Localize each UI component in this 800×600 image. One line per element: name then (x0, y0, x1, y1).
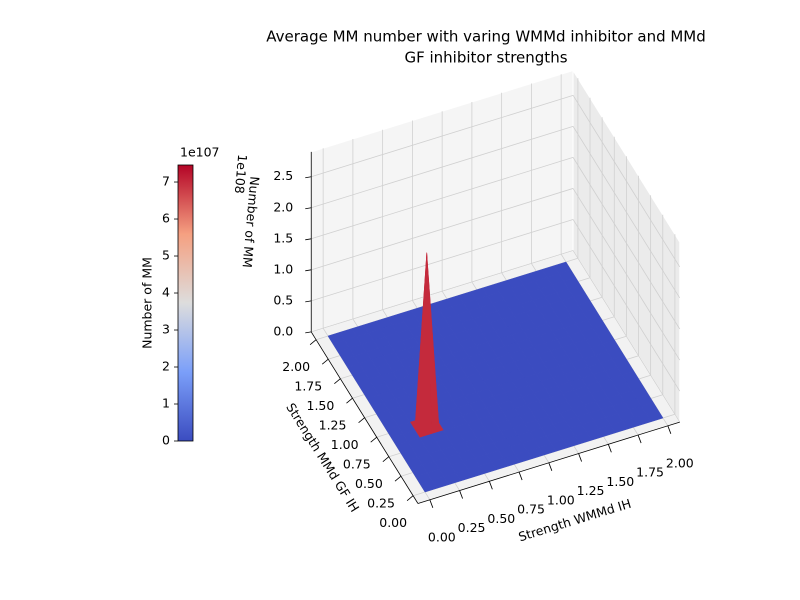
grid-line (572, 188, 681, 361)
x-tick-label: 0.00 (428, 529, 456, 544)
x-tick (488, 481, 493, 490)
z-tick (305, 331, 312, 334)
x-tick-label: 0.25 (458, 520, 486, 535)
y-tick (406, 495, 414, 502)
y-tick-label: 1.75 (294, 379, 322, 394)
x-tick (607, 444, 612, 453)
z-offset: 1e108 (232, 154, 250, 195)
x-tick-label: 1.75 (636, 465, 664, 480)
x-tick (578, 453, 582, 462)
x-tick-label: 0.50 (487, 511, 515, 526)
y-tick-label: 1.00 (331, 437, 359, 452)
x-tick-label: 1.50 (606, 474, 634, 489)
x-tick (637, 434, 642, 444)
z-tick-label: 2.5 (273, 168, 293, 183)
colorbar-tick-label: 0 (162, 433, 170, 448)
colorbar-label: Number of MM (140, 257, 155, 349)
y-tick-label: 1.25 (319, 418, 347, 433)
colorbar-tick-label: 6 (162, 211, 170, 226)
grid-line (311, 250, 574, 333)
z-tick (305, 238, 312, 241)
z-tick-label: 1.5 (273, 230, 293, 245)
z-tick (305, 269, 312, 272)
colorbar-tick-label: 3 (162, 322, 170, 337)
z-tick-label: 2.0 (273, 199, 293, 214)
axis-line (310, 331, 419, 504)
y-tick-label: 0.25 (367, 496, 395, 511)
chart-title: GF inhibitor strengths (404, 49, 567, 67)
grid-line (572, 157, 681, 330)
x-tick (548, 462, 553, 471)
grid-line (572, 126, 681, 299)
y-tick (334, 378, 341, 385)
grid-line (572, 219, 681, 392)
y-tick-label: 0.00 (379, 515, 407, 530)
x-tick-label: 1.00 (547, 492, 575, 507)
y-tick (370, 436, 377, 443)
y-tick (358, 417, 365, 424)
axis-line (417, 421, 680, 504)
y-tick (394, 475, 402, 482)
z-tick-label: 0.0 (273, 323, 293, 338)
x-tick (518, 471, 523, 481)
chart-title: Average MM number with varing WMMd inhib… (266, 28, 706, 46)
grid-line (311, 157, 574, 240)
y-tick (382, 456, 390, 463)
x-tick (429, 499, 434, 508)
y-tick-label: 0.50 (355, 476, 383, 491)
colorbar-tick-label: 7 (162, 174, 170, 189)
y-tick (321, 358, 329, 365)
x-tick-label: 2.00 (666, 455, 694, 470)
y-tick (346, 397, 353, 404)
colorbar (177, 164, 194, 442)
y-tick-label: 0.75 (343, 457, 371, 472)
colorbar-tick-label: 5 (162, 248, 170, 263)
grid-line (572, 250, 681, 423)
colorbar-tick-label: 4 (162, 285, 170, 300)
surface-face (419, 480, 438, 493)
x-tick (459, 490, 463, 499)
grid-line (311, 125, 574, 209)
z-tick (305, 207, 312, 210)
x-tick-label: 1.25 (577, 483, 605, 498)
y-tick-label: 2.00 (282, 359, 310, 374)
grid-line (311, 94, 574, 178)
z-tick (305, 300, 312, 303)
colorbar-offset: 1e107 (180, 145, 220, 160)
grid-line (311, 219, 574, 302)
x-tick (667, 425, 672, 434)
y-tick-label: 1.50 (307, 398, 335, 413)
y-tick (309, 339, 317, 346)
z-tick-label: 1.0 (273, 261, 293, 276)
x-tick-label: 0.75 (517, 502, 545, 517)
z-tick (305, 176, 312, 179)
grid-line (572, 95, 681, 268)
grid-line (311, 188, 574, 271)
colorbar-tick-label: 1 (162, 396, 170, 411)
colorbar-tick-label: 2 (162, 359, 170, 374)
z-tick-label: 0.5 (273, 292, 293, 307)
